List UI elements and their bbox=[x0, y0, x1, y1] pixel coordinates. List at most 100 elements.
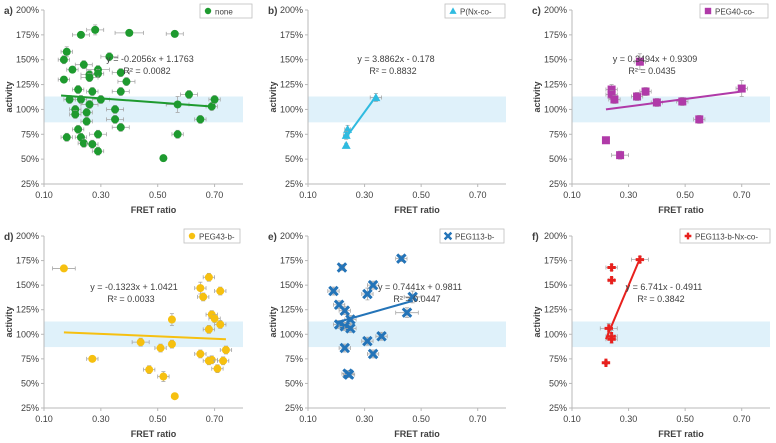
y-tick-label: 125% bbox=[16, 305, 39, 315]
data-point bbox=[145, 365, 154, 374]
data-point bbox=[635, 57, 644, 66]
legend: PEG113-b- bbox=[439, 228, 505, 244]
data-point bbox=[76, 30, 85, 39]
r-squared: R² = 0.8832 bbox=[369, 66, 416, 76]
y-tick-label: 200% bbox=[544, 231, 567, 241]
y-tick-label: 175% bbox=[280, 30, 303, 40]
trend-line bbox=[605, 90, 742, 111]
panel-label: f) bbox=[532, 232, 539, 243]
legend-box bbox=[439, 228, 505, 244]
data-point bbox=[74, 85, 83, 94]
data-point bbox=[367, 348, 379, 360]
legend-label: P(Nx-co- bbox=[460, 8, 492, 17]
trend-line bbox=[60, 94, 212, 108]
data-point bbox=[678, 97, 687, 106]
data-point bbox=[125, 28, 134, 37]
data-point bbox=[376, 330, 387, 342]
y-tick-label: 200% bbox=[16, 5, 39, 15]
data-point bbox=[216, 320, 225, 329]
legend: PEG40-co- bbox=[699, 3, 769, 19]
y-tick-label: 125% bbox=[544, 305, 567, 315]
data-point bbox=[116, 87, 125, 96]
data-point bbox=[85, 100, 94, 109]
data-point bbox=[94, 69, 103, 78]
trend-line bbox=[345, 95, 377, 138]
data-point bbox=[396, 253, 407, 264]
data-point bbox=[136, 338, 145, 347]
x-tick-label: 0.70 bbox=[733, 190, 751, 200]
r-squared: R² = 0.0447 bbox=[393, 294, 440, 304]
panel-a: 25% 50% 75% 100% 125% 150% 175% 200% 0.10 0.30 0.5… bbox=[4, 3, 253, 215]
x-tick-label: 0.70 bbox=[469, 414, 487, 424]
data-point bbox=[204, 356, 213, 365]
data-point bbox=[221, 346, 230, 355]
data-point bbox=[199, 292, 208, 301]
data-point bbox=[116, 68, 125, 77]
data-point bbox=[122, 77, 131, 86]
panel-d: 25% 50% 75% 100% 125% 150% 175% 200% 0.10 0.30 0.5… bbox=[4, 228, 243, 439]
y-tick-label: 25% bbox=[549, 179, 567, 189]
data-point bbox=[407, 291, 418, 303]
x-axis-title: FRET ratio bbox=[394, 205, 440, 215]
panel-label: d) bbox=[4, 232, 13, 243]
legend-box bbox=[444, 3, 506, 19]
data-point bbox=[159, 154, 168, 163]
r-squared: R² = 0.0033 bbox=[107, 294, 154, 304]
y-tick-label: 125% bbox=[544, 80, 567, 90]
x-tick-label: 0.10 bbox=[299, 190, 317, 200]
legend: PEG113-b-Nx-co- bbox=[679, 228, 771, 244]
x-tick-label: 0.70 bbox=[733, 414, 751, 424]
y-tick-label: 25% bbox=[285, 179, 303, 189]
data-point bbox=[601, 358, 611, 367]
data-point bbox=[443, 231, 453, 241]
x-tick-label: 0.50 bbox=[676, 190, 694, 200]
data-point bbox=[85, 73, 94, 82]
x-tick-label: 0.50 bbox=[412, 190, 430, 200]
trend-equation: y = 0.7441x + 0.9811 bbox=[378, 282, 462, 292]
y-axis-title: activity bbox=[268, 306, 278, 337]
x-tick-label: 0.10 bbox=[563, 414, 581, 424]
x-axis-title: FRET ratio bbox=[394, 429, 440, 438]
data-point bbox=[184, 90, 193, 99]
trend-equation: y = 0.3494x + 0.9309 bbox=[613, 54, 698, 64]
y-tick-label: 100% bbox=[544, 329, 567, 339]
x-tick-label: 0.50 bbox=[149, 190, 167, 200]
x-tick-label: 0.50 bbox=[149, 414, 167, 424]
data-point bbox=[79, 139, 88, 148]
y-tick-label: 100% bbox=[16, 329, 39, 339]
y-tick-label: 125% bbox=[16, 80, 39, 90]
data-point bbox=[65, 95, 74, 104]
reference-band bbox=[308, 96, 506, 123]
data-point bbox=[449, 7, 457, 14]
legend-box bbox=[679, 228, 771, 244]
trend-equation: y = 3.8862x - 0.178 bbox=[357, 54, 434, 64]
x-tick-label: 0.30 bbox=[620, 414, 638, 424]
data-point bbox=[328, 285, 339, 297]
y-tick-label: 150% bbox=[544, 280, 567, 290]
data-point bbox=[88, 354, 97, 363]
y-tick-label: 25% bbox=[285, 403, 303, 413]
y-tick-label: 200% bbox=[544, 5, 567, 15]
data-point bbox=[362, 335, 373, 347]
data-point bbox=[610, 95, 619, 104]
y-tick-label: 75% bbox=[21, 129, 39, 139]
panel-c: 25% 50% 75% 100% 125% 150% 175% 200% 0.10 0.30 0.5… bbox=[532, 3, 770, 215]
y-tick-label: 100% bbox=[280, 104, 303, 114]
data-point bbox=[167, 340, 176, 349]
y-tick-label: 150% bbox=[544, 55, 567, 65]
x-tick-label: 0.30 bbox=[356, 414, 374, 424]
y-tick-label: 50% bbox=[549, 378, 567, 388]
y-tick-label: 25% bbox=[549, 403, 567, 413]
y-tick-label: 100% bbox=[16, 104, 39, 114]
trend-line bbox=[605, 258, 641, 340]
data-point bbox=[105, 52, 114, 61]
trend-equation: y = -0.1323x + 1.0421 bbox=[90, 282, 178, 292]
data-point bbox=[204, 273, 213, 282]
data-point bbox=[170, 392, 179, 401]
data-point bbox=[204, 325, 213, 334]
y-tick-label: 175% bbox=[544, 256, 567, 266]
y-tick-label: 50% bbox=[549, 154, 567, 164]
y-axis-title: activity bbox=[268, 81, 278, 112]
y-tick-label: 150% bbox=[280, 280, 303, 290]
x-tick-label: 0.30 bbox=[620, 190, 638, 200]
